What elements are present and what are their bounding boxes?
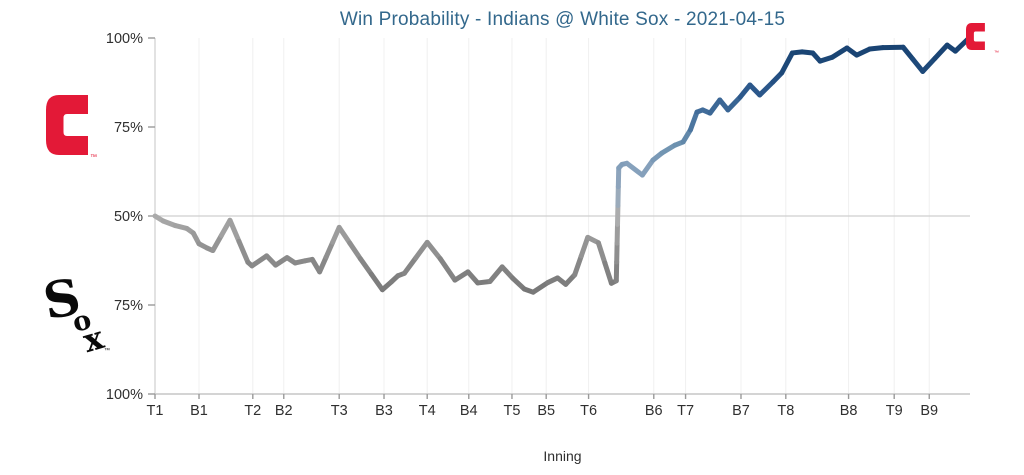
y-tick-label: 100%: [106, 387, 143, 403]
win-probability-line-segment: [401, 255, 419, 276]
win-probability-line-segment: [357, 256, 374, 277]
win-probability-line-segment: [737, 82, 753, 100]
win-probability-line-segment: [249, 253, 270, 269]
win-probability-line-segment: [317, 254, 329, 275]
win-probability-line-segment: [578, 234, 591, 259]
x-tick-label: B1: [190, 403, 208, 419]
win-probability-line-segment: [424, 239, 443, 262]
win-probability-line-segment: [932, 42, 950, 61]
x-tick-label: B2: [275, 403, 293, 419]
x-tick-label: T1: [147, 403, 164, 419]
win-probability-line-segment: [639, 157, 656, 178]
y-tick-label: 75%: [114, 120, 143, 136]
away-logo-trademark: ™: [90, 154, 97, 161]
win-probability-line-segment: [236, 238, 251, 265]
win-probability-line-segment: [602, 260, 614, 286]
y-tick-label: 100%: [106, 31, 143, 47]
x-tick-label: T9: [886, 403, 903, 419]
win-probability-line-segment: [452, 269, 471, 283]
win-probability-line-segment: [725, 94, 743, 113]
x-tick-label: B8: [840, 403, 858, 419]
winner-logo: ™: [966, 23, 1002, 57]
win-probability-line-segment: [910, 56, 926, 74]
win-probability-line-segment: [707, 97, 723, 116]
win-probability-line-segment: [920, 55, 938, 74]
x-tick-label: B4: [460, 403, 478, 419]
x-tick-label: T6: [580, 403, 597, 419]
win-probability-line-segment: [347, 240, 363, 262]
win-probability-line-segment: [499, 264, 516, 281]
win-probability-line-segment: [659, 142, 678, 156]
winner-logo-trademark: ™: [994, 50, 999, 56]
x-tick-label: T3: [331, 403, 348, 419]
x-tick-label: T4: [419, 403, 436, 419]
win-probability-line-segment: [487, 264, 505, 285]
win-probability-line-segment: [595, 240, 608, 266]
x-axis-title: Inning: [543, 448, 582, 464]
y-tick-label: 50%: [114, 209, 143, 225]
win-probability-line-segment: [779, 50, 795, 76]
win-probability-line-segment: [437, 256, 458, 283]
win-probability-line-segment: [323, 239, 336, 260]
win-probability-line-segment: [227, 217, 242, 244]
white-sox-icon: S o x ™: [38, 266, 110, 360]
x-tick-label: B7: [732, 403, 750, 419]
win-probability-line-segment: [829, 45, 850, 60]
x-tick-label: B9: [920, 403, 938, 419]
win-probability-line-segment: [900, 44, 916, 62]
win-probability-line-segment: [624, 160, 645, 178]
home-logo-trademark: ™: [104, 347, 110, 354]
x-tick-label: B6: [645, 403, 663, 419]
win-probability-line-segment: [572, 253, 584, 278]
indians-c-small-icon: ™: [966, 23, 999, 56]
chart-title: Win Probability - Indians @ White Sox - …: [339, 9, 786, 30]
home-team-logo: S o x ™: [38, 266, 112, 360]
win-probability-line-segment: [510, 275, 527, 292]
indians-c-icon: ™: [46, 95, 97, 161]
x-tick-label: T2: [244, 403, 261, 419]
win-probability-line-segment: [530, 280, 551, 295]
win-probability-line-segment: [413, 239, 430, 261]
x-tick-label: T7: [677, 403, 694, 419]
win-probability-line-segment: [687, 109, 700, 133]
x-tick-label: T5: [504, 403, 521, 419]
win-probability-line-segment: [210, 232, 224, 254]
y-tick-label: 75%: [114, 298, 143, 314]
x-tick-label: B5: [537, 403, 555, 419]
win-probability-line-segment: [336, 224, 353, 246]
x-tick-label: T8: [777, 403, 794, 419]
win-probability-line-segment: [757, 79, 776, 98]
away-team-logo: ™: [46, 95, 102, 163]
win-probability-line-segment: [368, 271, 385, 293]
x-tick-label: B3: [375, 403, 393, 419]
